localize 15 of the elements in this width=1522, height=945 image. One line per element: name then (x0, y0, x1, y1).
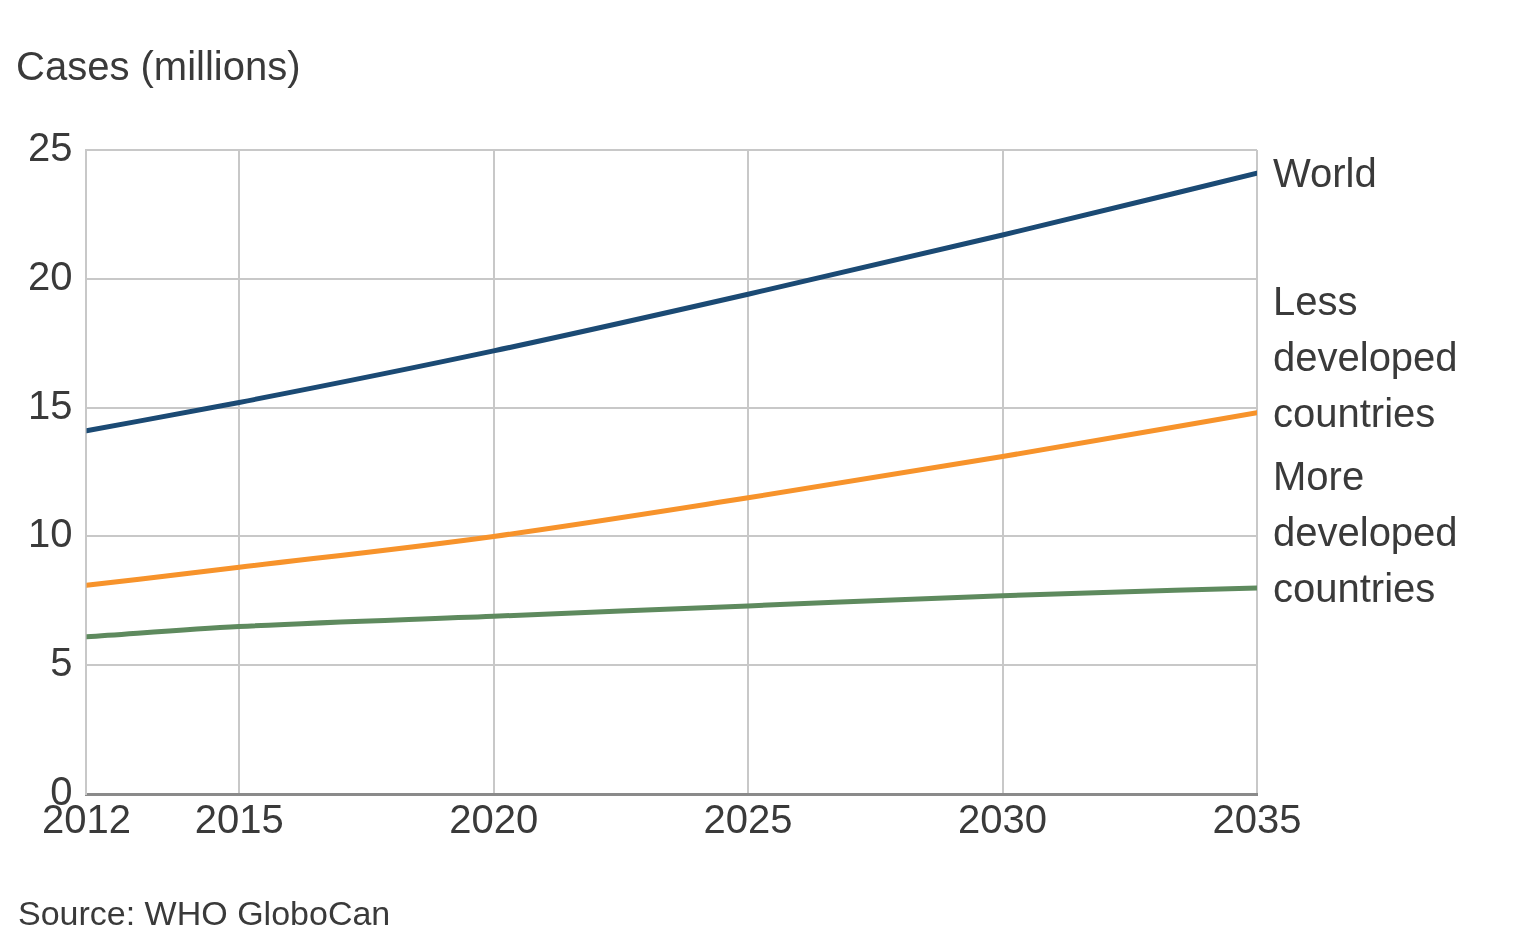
x-tick-label: 2035 (1212, 797, 1302, 842)
series-label: Less developed countries (1273, 278, 1458, 435)
y-tick-label: 10 (27, 511, 73, 556)
source-note: Source: WHO GloboCan (18, 894, 391, 932)
y-axis-title: Cases (millions) (16, 44, 301, 88)
series-label: World (1273, 151, 1377, 196)
x-tick-label: 2025 (703, 797, 793, 842)
series-label: More developed countries (1273, 453, 1458, 610)
y-tick-label: 25 (27, 125, 73, 170)
x-tick-label: 2015 (194, 797, 284, 842)
y-tick-label: 15 (27, 382, 73, 427)
y-tick-label: 5 (50, 640, 73, 685)
y-tick-label: 20 (27, 253, 73, 298)
x-tick-label: 2020 (449, 797, 539, 842)
x-tick-label: 2030 (958, 797, 1048, 842)
